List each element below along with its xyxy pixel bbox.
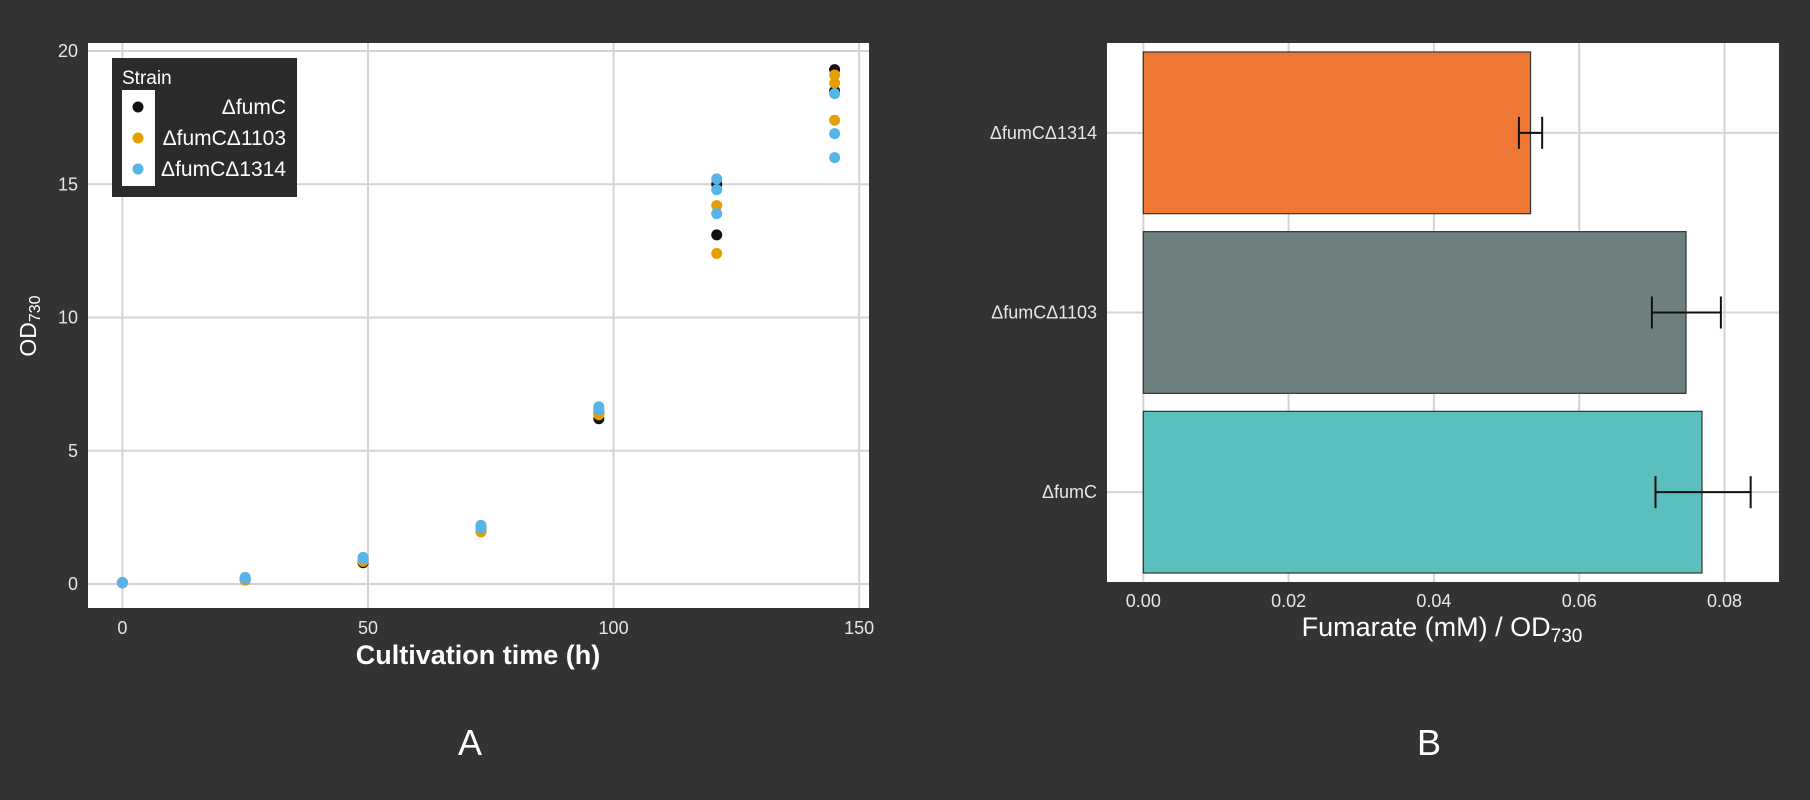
x-tick-label: 50 [358, 618, 378, 638]
y-tick-label: 5 [68, 441, 78, 461]
panel-label-a: A [458, 722, 482, 763]
y-tick-label: 15 [58, 174, 78, 194]
bar [1142, 410, 1703, 574]
data-point [829, 69, 841, 81]
legend-marker [132, 101, 144, 113]
legend-label: ΔfumCΔ1103 [163, 127, 286, 150]
chart-a-y-ticks: 0 5 10 15 20 [58, 41, 78, 594]
chart-a-legend: Strain ΔfumC ΔfumCΔ1103 ΔfumCΔ1314 [112, 58, 297, 197]
y-tick-label: 10 [58, 308, 78, 328]
chart-b-error-bars [1517, 116, 1752, 509]
bar [1142, 51, 1532, 215]
legend-label: ΔfumC [222, 96, 286, 119]
chart-a-y-axis-title: OD730 [15, 295, 44, 356]
data-point [711, 229, 723, 241]
x-tick-label: 0.08 [1707, 591, 1742, 611]
x-tick-label: 0.00 [1126, 591, 1161, 611]
chart-b-x-ticks: 0.00 0.02 0.04 0.06 0.08 [1126, 591, 1742, 611]
data-point [116, 577, 128, 589]
x-tick-label: 0.06 [1562, 591, 1597, 611]
y-tick-label: ΔfumCΔ1314 [990, 123, 1097, 143]
data-point [593, 401, 605, 413]
x-tick-label: 100 [599, 618, 629, 638]
data-point [829, 152, 841, 164]
legend-marker [132, 163, 144, 175]
y-tick-label: 0 [68, 574, 78, 594]
data-point [711, 248, 723, 260]
x-tick-label: 0 [117, 618, 127, 638]
bar [1142, 231, 1687, 394]
data-point [475, 519, 487, 531]
chart-a-x-ticks: 0 50 100 150 [117, 618, 874, 638]
data-point [829, 77, 841, 89]
chart-b-y-ticks: ΔfumCΔ1314 ΔfumCΔ1103 ΔfumC [990, 123, 1097, 502]
data-point [711, 173, 723, 185]
x-tick-label: 0.02 [1271, 591, 1306, 611]
chart-a-x-axis-title: Cultivation time (h) [356, 640, 601, 670]
data-point [711, 184, 723, 196]
legend-items: ΔfumC ΔfumCΔ1103 ΔfumCΔ1314 [132, 96, 286, 181]
data-point [829, 128, 841, 140]
x-tick-label: 0.04 [1416, 591, 1451, 611]
chart-b-x-axis-title-main: Fumarate (mM) / OD [1302, 612, 1551, 642]
chart-b-x-axis-title-sub: 730 [1551, 626, 1583, 647]
y-tick-label: 20 [58, 41, 78, 61]
panel-label-b: B [1417, 722, 1441, 763]
chart-b-x-axis-title: Fumarate (mM) / OD730 [1302, 612, 1583, 647]
chart-a-points [116, 64, 841, 589]
y-tick-label: ΔfumCΔ1103 [991, 303, 1097, 323]
chart-a-y-axis-title-main: OD [15, 322, 41, 357]
data-point [239, 573, 251, 585]
legend-marker [132, 132, 144, 144]
data-point [711, 200, 723, 212]
data-point [829, 114, 841, 126]
legend-label: ΔfumCΔ1314 [161, 158, 286, 181]
y-tick-label: ΔfumC [1042, 482, 1097, 502]
data-point [711, 208, 723, 220]
x-tick-label: 150 [844, 618, 874, 638]
data-point [829, 88, 841, 100]
chart-a-y-axis-title-sub: 730 [27, 295, 44, 322]
data-point [357, 551, 369, 563]
legend-title: Strain [122, 68, 172, 89]
chart-b-bars [1142, 51, 1703, 574]
